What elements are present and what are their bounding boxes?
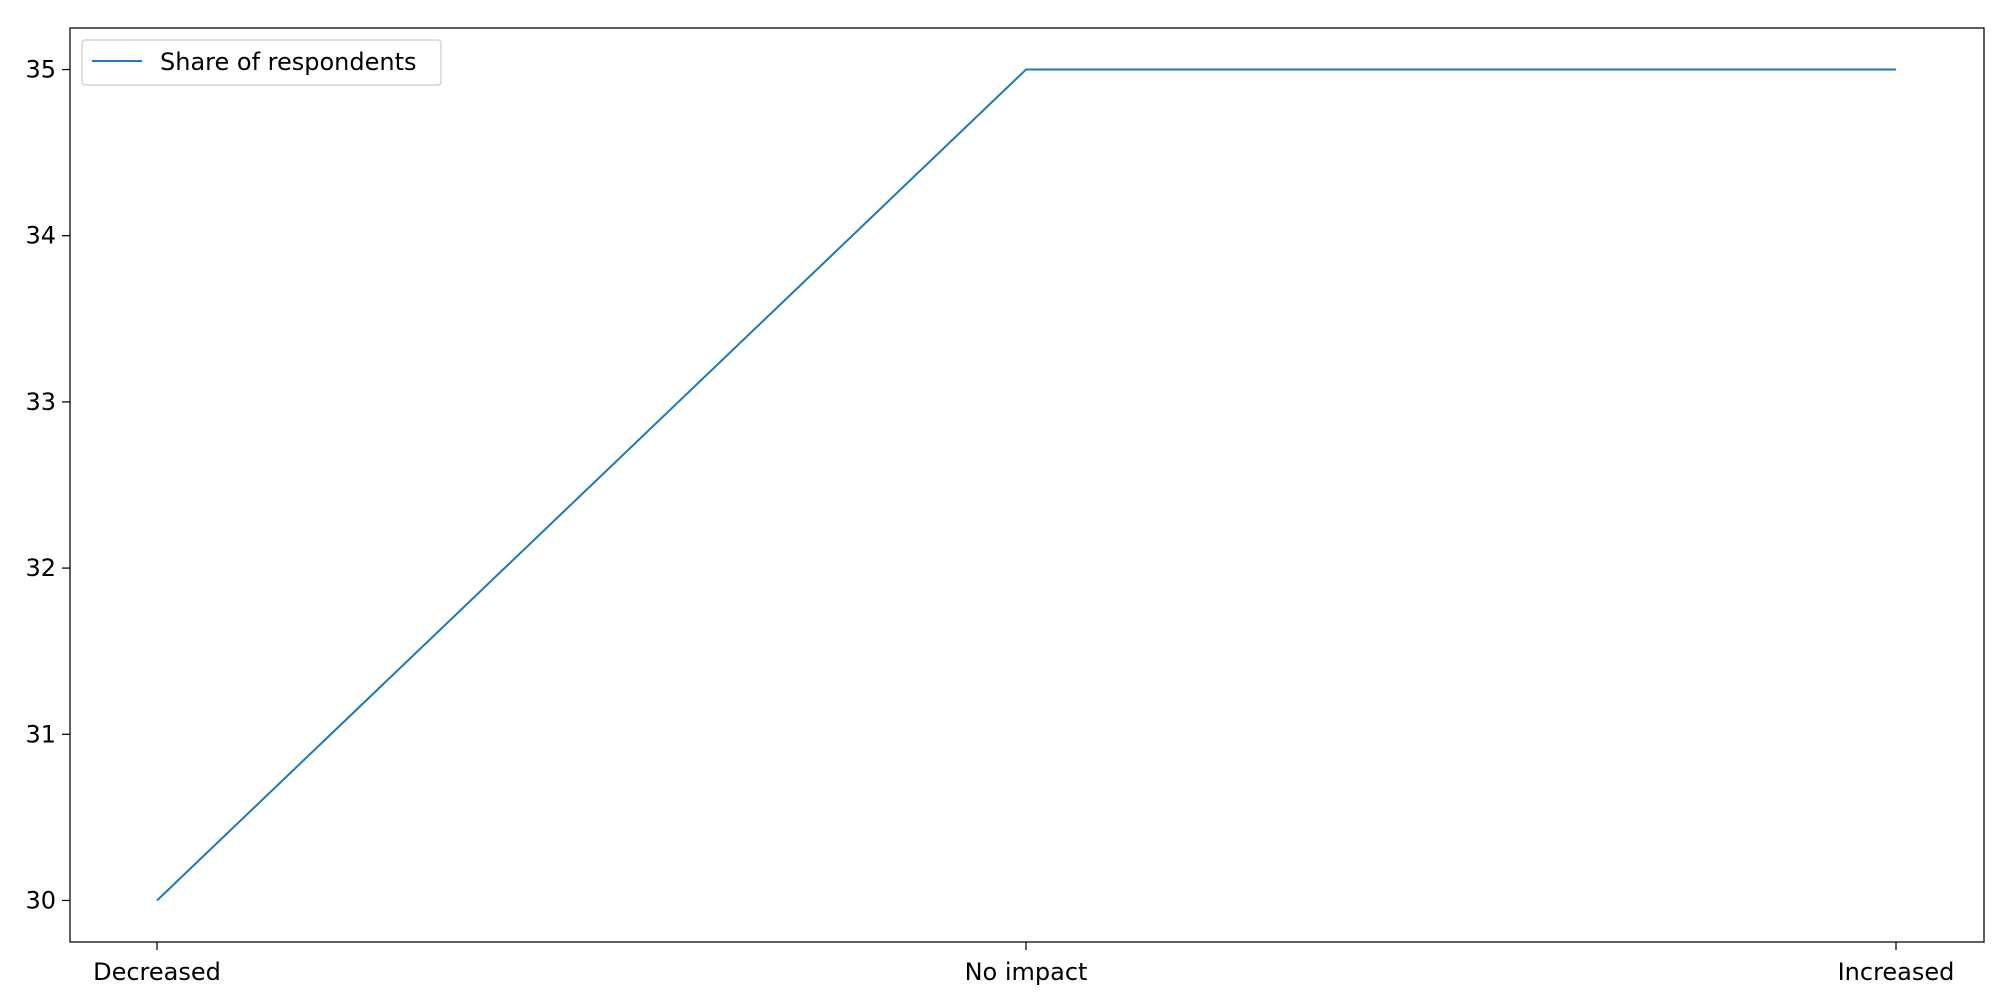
x-tick-label: No impact [965,958,1088,986]
legend-label: Share of respondents [160,48,417,76]
plot-frame [69,27,1985,943]
series-line [156,68,1896,902]
y-tick-label: 35 [25,56,56,84]
y-axis: 30 31 32 33 34 35 [25,56,70,914]
y-tick-label: 32 [25,554,56,582]
y-tick-label: 30 [25,886,56,914]
x-tick-label: Increased [1838,958,1955,986]
x-axis: Decreased No impact Increased [93,942,1954,986]
y-tick-label: 31 [25,720,56,748]
legend: Share of respondents [81,39,442,86]
y-tick-label: 33 [25,388,56,416]
legend-box [81,39,442,86]
y-tick-label: 34 [25,222,56,250]
x-tick-label: Decreased [93,958,221,986]
plot-layer [156,68,1896,902]
